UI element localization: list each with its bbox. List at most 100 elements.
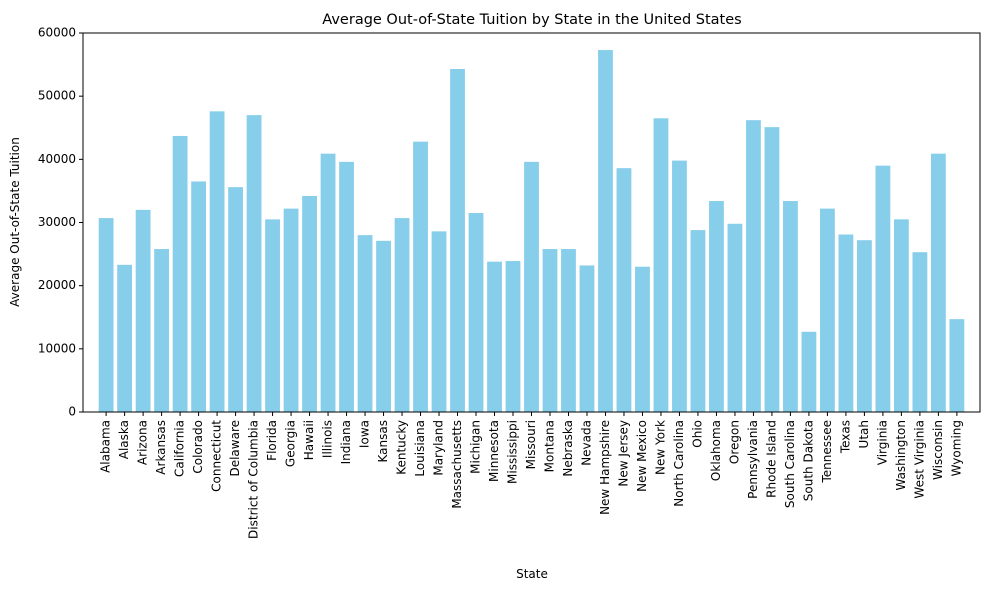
bar-west-virginia [912,252,928,412]
y-tick-label: 30000 [38,215,76,229]
bar-new-jersey [616,168,632,412]
x-tick-label: Washington [894,420,908,491]
bar-delaware [228,187,243,412]
bar-massachusetts [450,69,465,412]
x-axis-label: State [516,567,548,581]
x-tick-label: Pennsylvania [746,420,760,499]
x-tick-label: North Carolina [672,420,686,507]
bar-pennsylvania [746,120,761,413]
y-tick-label: 40000 [38,152,76,166]
x-tick-label: Minnesota [487,420,501,482]
bar-oregon [727,223,743,412]
x-tick-label: Georgia [284,420,298,467]
bar-alaska [117,264,133,412]
bar-district-of-columbia [246,115,262,412]
bar-kentucky [394,218,410,412]
x-tick-label: Wisconsin [931,420,945,480]
bar-texas [838,234,854,412]
bar-kansas [376,240,391,412]
bar-new-hampshire [598,50,613,413]
bar-utah [857,240,872,412]
y-axis-label: Average Out-of-State Tuition [8,137,22,307]
x-tick-label: South Carolina [783,420,797,508]
bar-ohio [690,230,706,412]
bar-minnesota [487,261,502,412]
bar-nebraska [561,249,576,412]
x-tick-label: Alabama [99,420,113,473]
x-tick-label: Nebraska [561,420,575,477]
x-tick-label: California [173,420,187,477]
x-tick-label: Connecticut [210,420,224,492]
bar-colorado [191,181,206,412]
x-tick-label: Montana [542,420,556,472]
bar-new-mexico [635,266,650,412]
x-tick-label: Maryland [432,420,446,476]
x-tick-label: New York [653,420,667,475]
x-tick-label: New Hampshire [598,420,612,515]
bar-nevada [579,265,595,412]
x-tick-label: Oklahoma [709,420,723,481]
bar-arkansas [154,249,170,412]
x-tick-label: Illinois [321,420,335,458]
x-tick-label: New Mexico [635,420,649,492]
x-tick-label: Mississippi [506,420,520,484]
x-tick-label: Alaska [117,420,131,459]
bar-south-carolina [783,201,798,412]
bar-south-dakota [801,331,817,412]
x-tick-label: Texas [838,420,852,454]
x-tick-label: Arizona [136,420,150,465]
bar-alabama [98,218,114,412]
bar-iowa [357,235,373,412]
bar-california [172,135,188,412]
bar-louisiana [413,141,428,412]
bar-mississippi [505,261,521,412]
bar-missouri [524,161,539,412]
bar-montana [542,249,558,412]
x-tick-label: Kansas [376,420,390,462]
x-tick-label: Missouri [524,420,538,469]
x-tick-label: Arkansas [154,420,168,475]
x-tick-label: Virginia [875,420,889,465]
bar-new-york [653,118,669,413]
bar-tennessee [820,208,835,412]
bar-wisconsin [930,153,946,413]
x-tick-label: New Jersey [616,420,630,487]
y-tick-label: 50000 [38,89,76,103]
bar-michigan [468,213,484,412]
y-tick-label: 60000 [38,26,76,40]
x-tick-label: Tennessee [820,420,834,484]
bar-north-carolina [672,160,687,412]
y-tick-label: 0 [68,405,76,419]
y-tick-label: 20000 [38,278,76,292]
bar-illinois [320,153,336,413]
x-tick-label: Michigan [469,420,483,474]
bars-group [98,50,965,413]
bar-rhode-island [764,127,780,412]
x-tick-label: Nevada [579,420,593,466]
bar-arizona [135,209,151,412]
bar-oklahoma [709,201,724,412]
x-tick-label: Wyoming [949,420,963,476]
bar-hawaii [302,195,317,412]
y-axis: 0 10000 20000 30000 40000 50000 60000 [38,26,83,419]
plot-frame [82,32,981,413]
y-tick-label: 10000 [38,341,76,355]
bar-washington [893,219,909,412]
x-tick-label: District of Columbia [247,420,261,539]
x-tick-label: Ohio [690,420,704,448]
x-tick-label: Indiana [339,420,353,464]
x-tick-label: Kentucky [395,420,409,475]
x-tick-label: Hawaii [302,420,316,460]
x-tick-label: West Virginia [912,420,926,499]
x-tick-label: Delaware [228,420,242,477]
x-tick-label: South Dakota [801,420,815,501]
bar-florida [265,219,280,412]
x-axis: Alabama Alaska Arizona Arkansas California Co… [99,412,963,539]
x-tick-label: Rhode Island [764,420,778,498]
x-tick-label: Massachusetts [450,420,464,509]
bar-connecticut [209,111,225,413]
bar-maryland [431,231,447,412]
bar-georgia [283,208,299,412]
x-tick-label: Oregon [727,420,741,464]
